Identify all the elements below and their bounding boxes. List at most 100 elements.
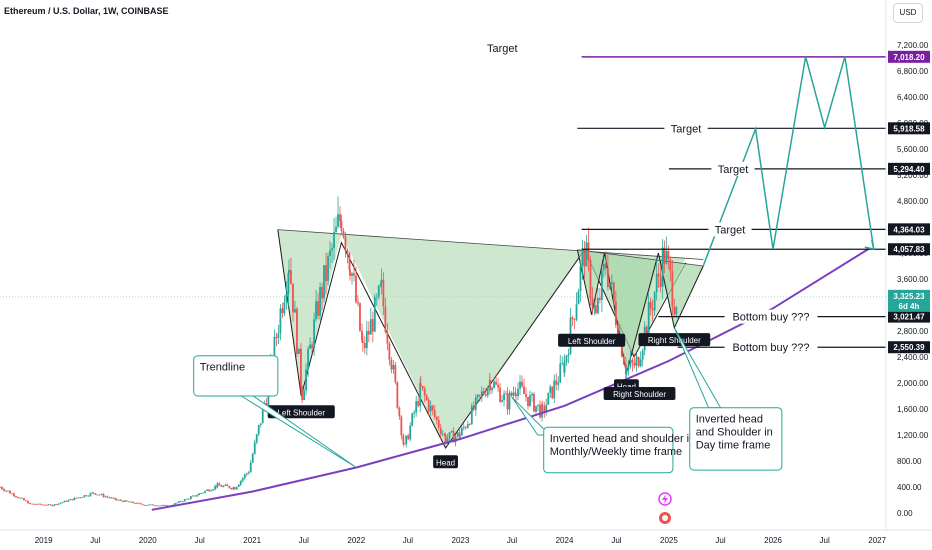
dividend-icon[interactable]: [659, 512, 671, 524]
candle-body: [495, 381, 497, 385]
candle: [247, 470, 250, 475]
candle-body: [421, 386, 424, 389]
candle: [598, 287, 601, 304]
candle-body: [581, 248, 584, 266]
price-tick-label: 6,800.00: [897, 67, 929, 76]
candle: [39, 503, 42, 505]
candle-body: [247, 472, 250, 474]
price-tick-label: 2,800.00: [897, 327, 929, 336]
candle: [319, 282, 321, 321]
candle: [303, 386, 305, 401]
candle: [73, 497, 76, 501]
candle: [545, 398, 548, 416]
candle-body: [517, 388, 519, 397]
candle: [569, 308, 572, 355]
candle: [575, 292, 578, 322]
candle-body: [224, 484, 227, 486]
candle-body: [192, 495, 195, 497]
candle-body: [228, 486, 231, 489]
candle-body: [9, 490, 11, 494]
candle-body: [112, 497, 115, 499]
candle: [375, 293, 378, 306]
candle: [327, 252, 329, 286]
price-axis[interactable]: 0.00 400.00 800.00 1,200.00 1,600.00 2,000.00…: [885, 0, 930, 530]
candle-body: [298, 348, 300, 354]
candle-body: [134, 502, 136, 504]
candle: [87, 495, 90, 497]
candle: [94, 493, 97, 495]
time-tick-label: 2020: [139, 536, 157, 545]
candle: [214, 484, 216, 491]
candle: [415, 395, 418, 417]
candle-body: [59, 502, 62, 504]
candle-body: [394, 364, 397, 383]
candle-body: [464, 427, 467, 428]
candle-body: [563, 362, 566, 373]
candle: [639, 351, 642, 368]
candle: [98, 494, 101, 496]
currency-button[interactable]: USD: [893, 3, 923, 23]
candle-body: [63, 500, 66, 503]
candle: [15, 495, 17, 498]
candle: [237, 484, 240, 487]
candle: [85, 494, 88, 497]
candle-body: [433, 409, 436, 417]
candle-body: [452, 431, 455, 443]
candle: [1, 486, 3, 490]
candle: [194, 495, 197, 497]
candle-body: [510, 392, 513, 396]
time-axis[interactable]: 2019 Jul 2020 Jul 2021 Jul 2022 Jul 2023 Jul 2024 J…: [0, 529, 932, 545]
candle: [533, 392, 535, 413]
candle-body: [175, 502, 178, 504]
chart-title: Ethereum / U.S. Dollar, 1W, COINBASE: [4, 6, 169, 16]
bottom-3021-text: Bottom buy ???: [732, 312, 809, 324]
candle-body: [476, 394, 479, 398]
candle-body: [323, 265, 325, 299]
candle: [527, 396, 529, 410]
candle: [651, 299, 654, 322]
time-tick-label: Jul: [820, 536, 830, 545]
candle-body: [218, 483, 221, 486]
candle-body: [27, 501, 29, 504]
candle-body: [39, 503, 42, 505]
candle-body: [417, 401, 420, 406]
candle: [329, 241, 331, 269]
candle: [614, 290, 617, 329]
target-4364-tag-label: 4,364.03: [893, 225, 925, 234]
candle: [342, 227, 345, 239]
candle-body: [35, 504, 38, 506]
candle-body: [108, 497, 111, 499]
candle: [309, 337, 311, 349]
candle: [161, 504, 164, 506]
candle-body: [15, 496, 17, 497]
candle-body: [181, 501, 184, 503]
candle-body: [212, 489, 214, 491]
candle-body: [551, 386, 554, 399]
candle: [523, 378, 525, 395]
candle: [102, 493, 105, 498]
candle: [563, 354, 566, 377]
candle: [245, 472, 248, 477]
candle: [307, 345, 309, 377]
candle: [363, 336, 366, 354]
candle: [175, 502, 178, 504]
candle: [583, 240, 586, 280]
candle: [317, 292, 319, 320]
candle-body: [382, 279, 385, 307]
candle-body: [515, 394, 517, 397]
candle-body: [214, 486, 216, 490]
candle: [673, 298, 676, 316]
candle-body: [261, 408, 264, 424]
candle: [606, 254, 609, 291]
candle: [486, 385, 489, 398]
candle-body: [290, 270, 292, 284]
candle: [128, 501, 130, 503]
candle-body: [398, 407, 401, 417]
candle-body: [423, 388, 426, 396]
flash-icon[interactable]: [658, 492, 672, 506]
candle: [75, 497, 78, 499]
candle: [17, 496, 19, 499]
candle: [353, 259, 355, 282]
candle: [493, 377, 495, 389]
